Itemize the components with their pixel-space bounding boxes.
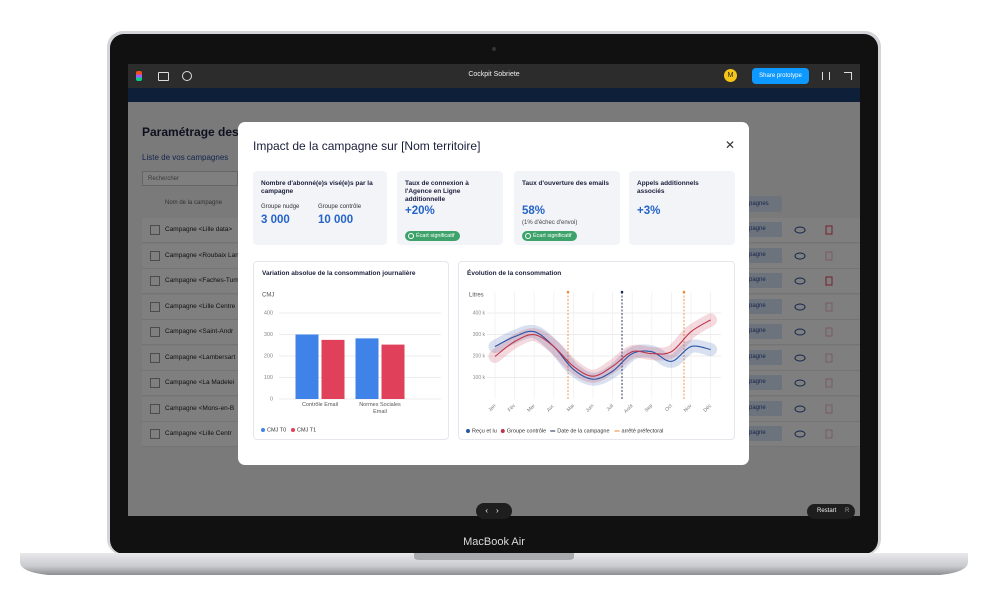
bar-chart: CMJ 0 100 200 300 400 CMJ T0 CMJ T1 xyxy=(261,293,441,433)
chart-title: Variation absolue de la consommation jou… xyxy=(262,270,416,277)
modal-title: Impact de la campagne sur [Nom territoir… xyxy=(253,139,481,153)
card: Taux de connexion à l'Agence en Ligne ad… xyxy=(397,171,503,245)
y-tick-label: 400 k xyxy=(473,310,486,316)
toolbar: Cockpit Sobriete M Share prototype xyxy=(128,64,860,88)
marker-dot xyxy=(682,290,686,294)
card-title: Taux d'ouverture des emails xyxy=(522,180,610,187)
group-label: Groupe contrôle xyxy=(318,204,362,210)
bar-panel: Variation absolue de la consommation jou… xyxy=(253,261,449,440)
restart-shortcut: R xyxy=(845,508,850,514)
bar xyxy=(321,339,345,399)
card-note: (1% d'échec d'envoi) xyxy=(522,220,578,226)
legend-label: Reçu et lu xyxy=(472,428,497,434)
card: Nombre d'abonné(e)s visé(e)s par la camp… xyxy=(253,171,387,245)
x-tick-label: Contrôle Email xyxy=(301,402,339,408)
legend-label: Date de la campagne xyxy=(557,428,609,434)
y-tick-label: 200 xyxy=(264,353,273,359)
avatar[interactable]: M xyxy=(724,69,737,82)
card-title: Nombre d'abonné(e)s visé(e)s par la camp… xyxy=(261,180,373,195)
y-axis-label: Litres xyxy=(469,293,484,299)
card-value: 58% xyxy=(522,205,546,217)
x-tick-label: Nov xyxy=(683,403,694,414)
line-chart: Litres 100 k 200 k 300 k 400 k Jan Fév Mar Avr. M… xyxy=(466,290,721,434)
card-value: +20% xyxy=(405,205,435,217)
marker-dot xyxy=(620,290,624,294)
x-tick-label: Jan xyxy=(487,403,497,413)
comment-icon[interactable] xyxy=(182,71,192,81)
y-tick-label: 400 xyxy=(264,310,273,316)
bar xyxy=(355,338,379,399)
legend-label: arrêté préfectoral xyxy=(622,428,664,434)
x-tick-label: Juil xyxy=(605,403,615,413)
restart-label: Restart xyxy=(817,508,837,514)
marker-dot xyxy=(566,290,570,294)
device-label: MacBook Air xyxy=(463,536,525,548)
nav-pill[interactable]: ‹› xyxy=(476,503,512,519)
y-tick-label: 300 k xyxy=(473,332,486,338)
card-title: Appels additionnels associés xyxy=(637,180,699,195)
y-tick-label: 300 xyxy=(264,332,273,338)
legend-swatch xyxy=(261,428,265,432)
card: Appels additionnels associés +3% xyxy=(629,171,735,245)
y-tick-label: 200 k xyxy=(473,353,486,359)
group-value: 3 000 xyxy=(261,214,290,226)
legend-swatch xyxy=(466,429,470,433)
bar xyxy=(381,344,405,399)
legend-label: CMJ T1 xyxy=(297,427,316,433)
x-tick-label: Mar xyxy=(526,403,537,414)
sidebar-icon[interactable] xyxy=(158,72,169,81)
line xyxy=(494,330,711,380)
expand-icon[interactable] xyxy=(844,72,852,80)
x-tick-label: Sep xyxy=(644,403,655,414)
close-button[interactable]: ✕ xyxy=(725,138,736,152)
restart-button[interactable]: Restart R xyxy=(807,504,855,519)
line xyxy=(494,319,711,377)
legend-label: CMJ T0 xyxy=(267,427,286,433)
y-tick-label: 100 xyxy=(264,375,273,381)
group-value: 10 000 xyxy=(318,214,354,226)
x-tick-label: Août xyxy=(623,403,635,415)
line-panel: Évolution de la consommation Litres 100 k… xyxy=(458,261,735,440)
y-tick-label: 0 xyxy=(270,396,273,402)
figma-logo[interactable] xyxy=(136,71,142,81)
card-value: +3% xyxy=(637,205,661,217)
share-button[interactable]: Share prototype xyxy=(752,68,809,84)
settings-icon[interactable] xyxy=(822,72,830,80)
x-tick-label: Fév xyxy=(507,403,517,413)
chart-title: Évolution de la consommation xyxy=(467,270,562,277)
x-tick-label: Déc xyxy=(702,403,713,414)
x-tick-label: Normes Sociales Email xyxy=(359,402,401,415)
legend-swatch xyxy=(500,429,505,433)
y-tick-label: 100 k xyxy=(473,375,486,381)
legend-swatch xyxy=(291,428,295,432)
badge: Écart significatif xyxy=(522,231,577,241)
x-tick-label: Mai xyxy=(566,403,576,413)
x-tick-label: Avr. xyxy=(546,403,556,413)
group-label: Groupe nudge xyxy=(261,204,300,210)
x-tick-label: Oct xyxy=(664,403,674,413)
file-name[interactable]: Cockpit Sobriete xyxy=(468,71,520,78)
legend-label: Groupe contrôle xyxy=(507,428,546,434)
bar xyxy=(295,334,319,399)
x-tick-label: Juin xyxy=(585,403,596,414)
card: Taux d'ouverture des emails 58% (1% d'éc… xyxy=(514,171,620,245)
card-title: Taux de connexion à l'Agence en Ligne ad… xyxy=(405,180,469,203)
y-axis-label: CMJ xyxy=(262,293,274,299)
badge: Écart significatif xyxy=(405,231,460,241)
